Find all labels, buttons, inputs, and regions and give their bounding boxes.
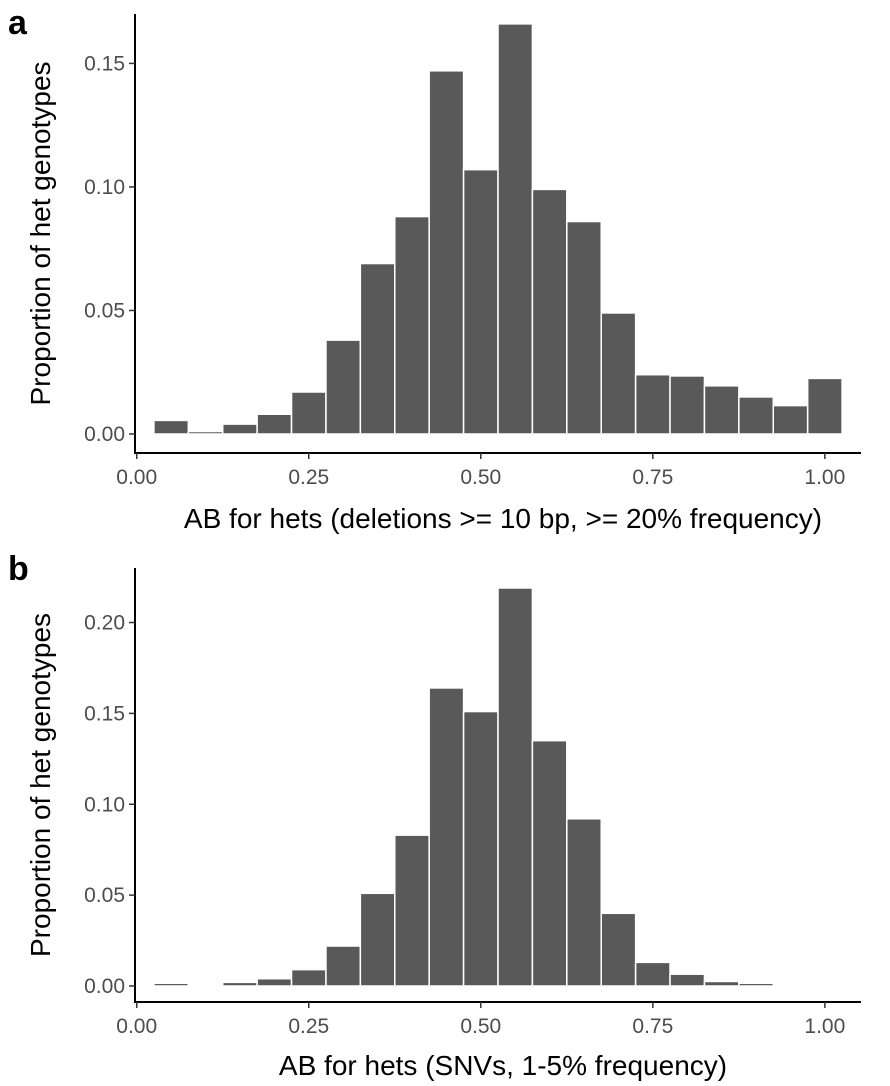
panel-a-x-tick-label-0: 0.00 bbox=[116, 466, 157, 489]
panel-b-y-tick-label-0: 0.00 bbox=[84, 975, 125, 998]
panel-b-bar-10 bbox=[497, 587, 534, 987]
panel-b-y-tick-label-3: 0.15 bbox=[84, 702, 125, 725]
panel-a-y-tick-label-1: 0.05 bbox=[84, 299, 125, 322]
panel-b-bar-17 bbox=[738, 982, 775, 987]
panel-a-y-tick-label-3: 0.15 bbox=[84, 52, 125, 75]
panel-a-y-axis-title: Proportion of het genotypes bbox=[25, 61, 56, 405]
panel-a-y-tick-label-2: 0.10 bbox=[84, 176, 125, 199]
panel-a-bar-15 bbox=[669, 375, 706, 435]
panel-a-bar-7 bbox=[394, 215, 430, 435]
panel-b-bar-9 bbox=[462, 710, 499, 987]
panel-a-bar-6 bbox=[359, 262, 396, 435]
panel-b-bar-19 bbox=[806, 984, 843, 988]
panel-a-bars bbox=[153, 23, 843, 435]
panel-b-x-tick-label-1: 0.25 bbox=[288, 1015, 329, 1038]
panel-a-bar-9 bbox=[462, 168, 499, 435]
panel-b-y-tick-label-2: 0.10 bbox=[84, 793, 125, 816]
panel-a-bar-16 bbox=[703, 385, 740, 435]
panel-a-bar-5 bbox=[325, 339, 362, 435]
panel-a-x-tick-label-4: 1.00 bbox=[804, 466, 845, 489]
panel-b-x-tick-label-2: 0.50 bbox=[460, 1015, 501, 1038]
panel-a-bar-18 bbox=[772, 404, 809, 435]
panel-b-x-tick-label-4: 1.00 bbox=[804, 1015, 845, 1038]
panel-b-bar-11 bbox=[531, 739, 568, 987]
panel-a-bar-0 bbox=[153, 419, 190, 435]
panel-b-bar-1 bbox=[187, 983, 224, 987]
panel-b-bar-15 bbox=[669, 973, 706, 987]
panel-b-x-tick-label-0: 0.00 bbox=[116, 1015, 157, 1038]
panel-b-bar-6 bbox=[359, 892, 396, 987]
panel-a-bar-4 bbox=[290, 391, 327, 435]
panel-a-x-axis-title: AB for hets (deletions >= 10 bp, >= 20% … bbox=[184, 503, 822, 534]
panel-b-bar-16 bbox=[703, 980, 740, 987]
panel-b-bar-18 bbox=[772, 984, 809, 987]
panel-a-bar-14 bbox=[634, 373, 671, 435]
panel-b: b 0.00 0.05 0.10 0.15 0.20 0.00 0.25 0.50 0.75 1.… bbox=[8, 550, 861, 1081]
panel-b-bar-7 bbox=[394, 834, 430, 987]
panel-b-x-tick-label-3: 0.75 bbox=[632, 1015, 673, 1038]
panel-a-bar-3 bbox=[256, 413, 293, 435]
panel-letter-a: a bbox=[8, 4, 28, 42]
panel-a-x-tick-label-1: 0.25 bbox=[288, 466, 329, 489]
panel-b-bar-8 bbox=[428, 687, 465, 987]
panel-b-bar-2 bbox=[221, 981, 258, 987]
panel-a-bar-17 bbox=[738, 396, 775, 435]
panel-b-y-tick-label-4: 0.20 bbox=[84, 612, 125, 635]
panel-a-bar-2 bbox=[221, 423, 258, 435]
panel-b-bars bbox=[153, 587, 843, 988]
panel-b-bar-14 bbox=[634, 961, 671, 987]
panel-a-bar-11 bbox=[531, 188, 568, 435]
panel-letter-b: b bbox=[8, 550, 29, 588]
panel-a-bar-19 bbox=[806, 377, 843, 435]
panel-a-bar-12 bbox=[566, 220, 602, 435]
panel-a-bar-10 bbox=[497, 23, 534, 435]
panel-b-bar-13 bbox=[600, 912, 637, 987]
panel-a-bar-1 bbox=[187, 430, 224, 435]
panel-a-x-tick-label-2: 0.50 bbox=[460, 466, 501, 489]
panel-b-bar-5 bbox=[325, 945, 362, 987]
panel-a-y-tick-label-0: 0.00 bbox=[84, 423, 125, 446]
panel-a-bar-8 bbox=[428, 70, 465, 435]
panel-b-y-axis-title: Proportion of het genotypes bbox=[25, 613, 56, 957]
panel-a-bar-13 bbox=[600, 312, 637, 435]
panel-a-x-tick-label-3: 0.75 bbox=[632, 466, 673, 489]
panel-b-bar-4 bbox=[290, 968, 327, 987]
panel-a: a 0.00 0.05 0.10 0.15 0.00 0.25 0.50 0.75 1.00 AB… bbox=[8, 4, 861, 534]
panel-b-bar-3 bbox=[256, 977, 293, 987]
panel-b-bar-12 bbox=[566, 818, 602, 987]
panel-b-bar-0 bbox=[153, 982, 190, 987]
panel-b-y-tick-label-1: 0.05 bbox=[84, 884, 125, 907]
panel-b-x-axis-title: AB for hets (SNVs, 1-5% frequency) bbox=[279, 1050, 727, 1081]
